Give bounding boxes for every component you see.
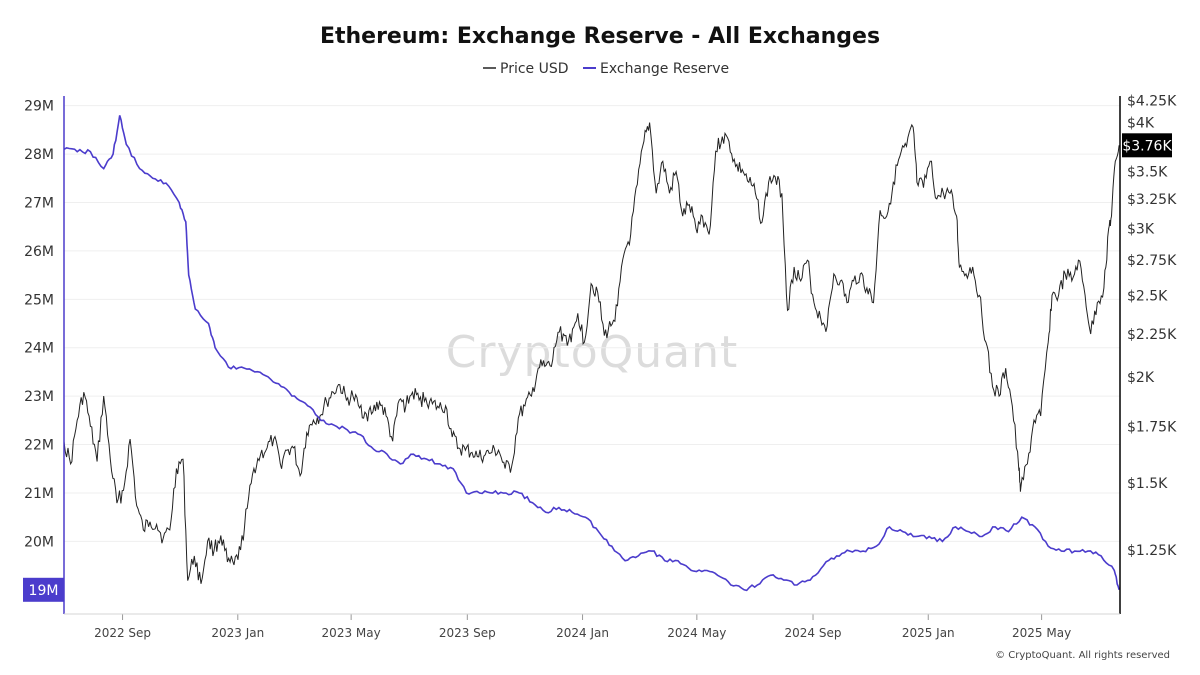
- x-tick-label: 2025 Jan: [902, 626, 955, 640]
- legend-reserve-label: Exchange Reserve: [600, 61, 729, 77]
- x-tick-label: 2023 May: [322, 626, 381, 640]
- x-tick-label: 2023 Jan: [211, 626, 264, 640]
- left-tick-label: 27M: [24, 196, 54, 212]
- left-tick-label: 24M: [24, 341, 54, 357]
- copyright: © CryptoQuant. All rights reserved: [995, 650, 1170, 661]
- right-axis-ticks: $4.25K $4K $3.5K $3.25K $3K $2.75K $2.5K $2.25K…: [1127, 93, 1177, 559]
- right-tick-label: $2.25K: [1127, 327, 1177, 343]
- right-tick-label: $1.5K: [1127, 476, 1168, 492]
- right-tick-label: $3.5K: [1127, 165, 1168, 181]
- left-tick-label: 26M: [24, 244, 54, 260]
- right-tick-label: $2.5K: [1127, 288, 1168, 304]
- right-tick-label: $4K: [1127, 116, 1155, 132]
- chart-title: Ethereum: Exchange Reserve - All Exchang…: [320, 24, 880, 49]
- x-tick-label: 2023 Sep: [439, 626, 496, 640]
- price-usd-line: [63, 122, 1120, 584]
- left-tick-label: 28M: [24, 147, 54, 163]
- right-tick-label: $2.75K: [1127, 253, 1177, 269]
- right-tick-label: $3K: [1127, 221, 1155, 237]
- x-tick-label: 2024 May: [667, 626, 726, 640]
- price-current-badge: $3.76K: [1122, 133, 1172, 158]
- right-tick-label: $1.25K: [1127, 543, 1177, 559]
- left-tick-label: 22M: [24, 438, 54, 454]
- watermark: CryptoQuant: [446, 327, 739, 378]
- right-tick-label: $3.25K: [1127, 192, 1177, 208]
- left-tick-label: 23M: [24, 389, 54, 405]
- right-tick-label: $2K: [1127, 370, 1155, 386]
- gridlines: [64, 105, 1120, 542]
- reserve-current-badge: 19M: [23, 577, 64, 602]
- x-tick-label: 2024 Jan: [556, 626, 609, 640]
- left-tick-label: 20M: [24, 534, 54, 550]
- price-current-value: $3.76K: [1122, 138, 1172, 154]
- left-axis-ticks: 29M 28M 27M 26M 25M 24M 23M 22M 21M 20M: [24, 99, 54, 551]
- exchange-reserve-line: [63, 115, 1120, 592]
- legend-price-label: Price USD: [500, 61, 569, 77]
- right-tick-label: $1.75K: [1127, 419, 1177, 435]
- x-tick-label: 2025 May: [1012, 626, 1071, 640]
- x-axis-ticks: 2022 Sep 2023 Jan 2023 May 2023 Sep 2024 Jan…: [94, 614, 1071, 640]
- legend: Price USD Exchange Reserve: [483, 61, 729, 77]
- left-tick-label: 29M: [24, 99, 54, 115]
- left-tick-label: 25M: [24, 292, 54, 308]
- reserve-current-value: 19M: [29, 583, 59, 599]
- right-tick-label: $4.25K: [1127, 93, 1177, 109]
- x-tick-label: 2022 Sep: [94, 626, 151, 640]
- left-tick-label: 21M: [24, 486, 54, 502]
- x-tick-label: 2024 Sep: [785, 626, 842, 640]
